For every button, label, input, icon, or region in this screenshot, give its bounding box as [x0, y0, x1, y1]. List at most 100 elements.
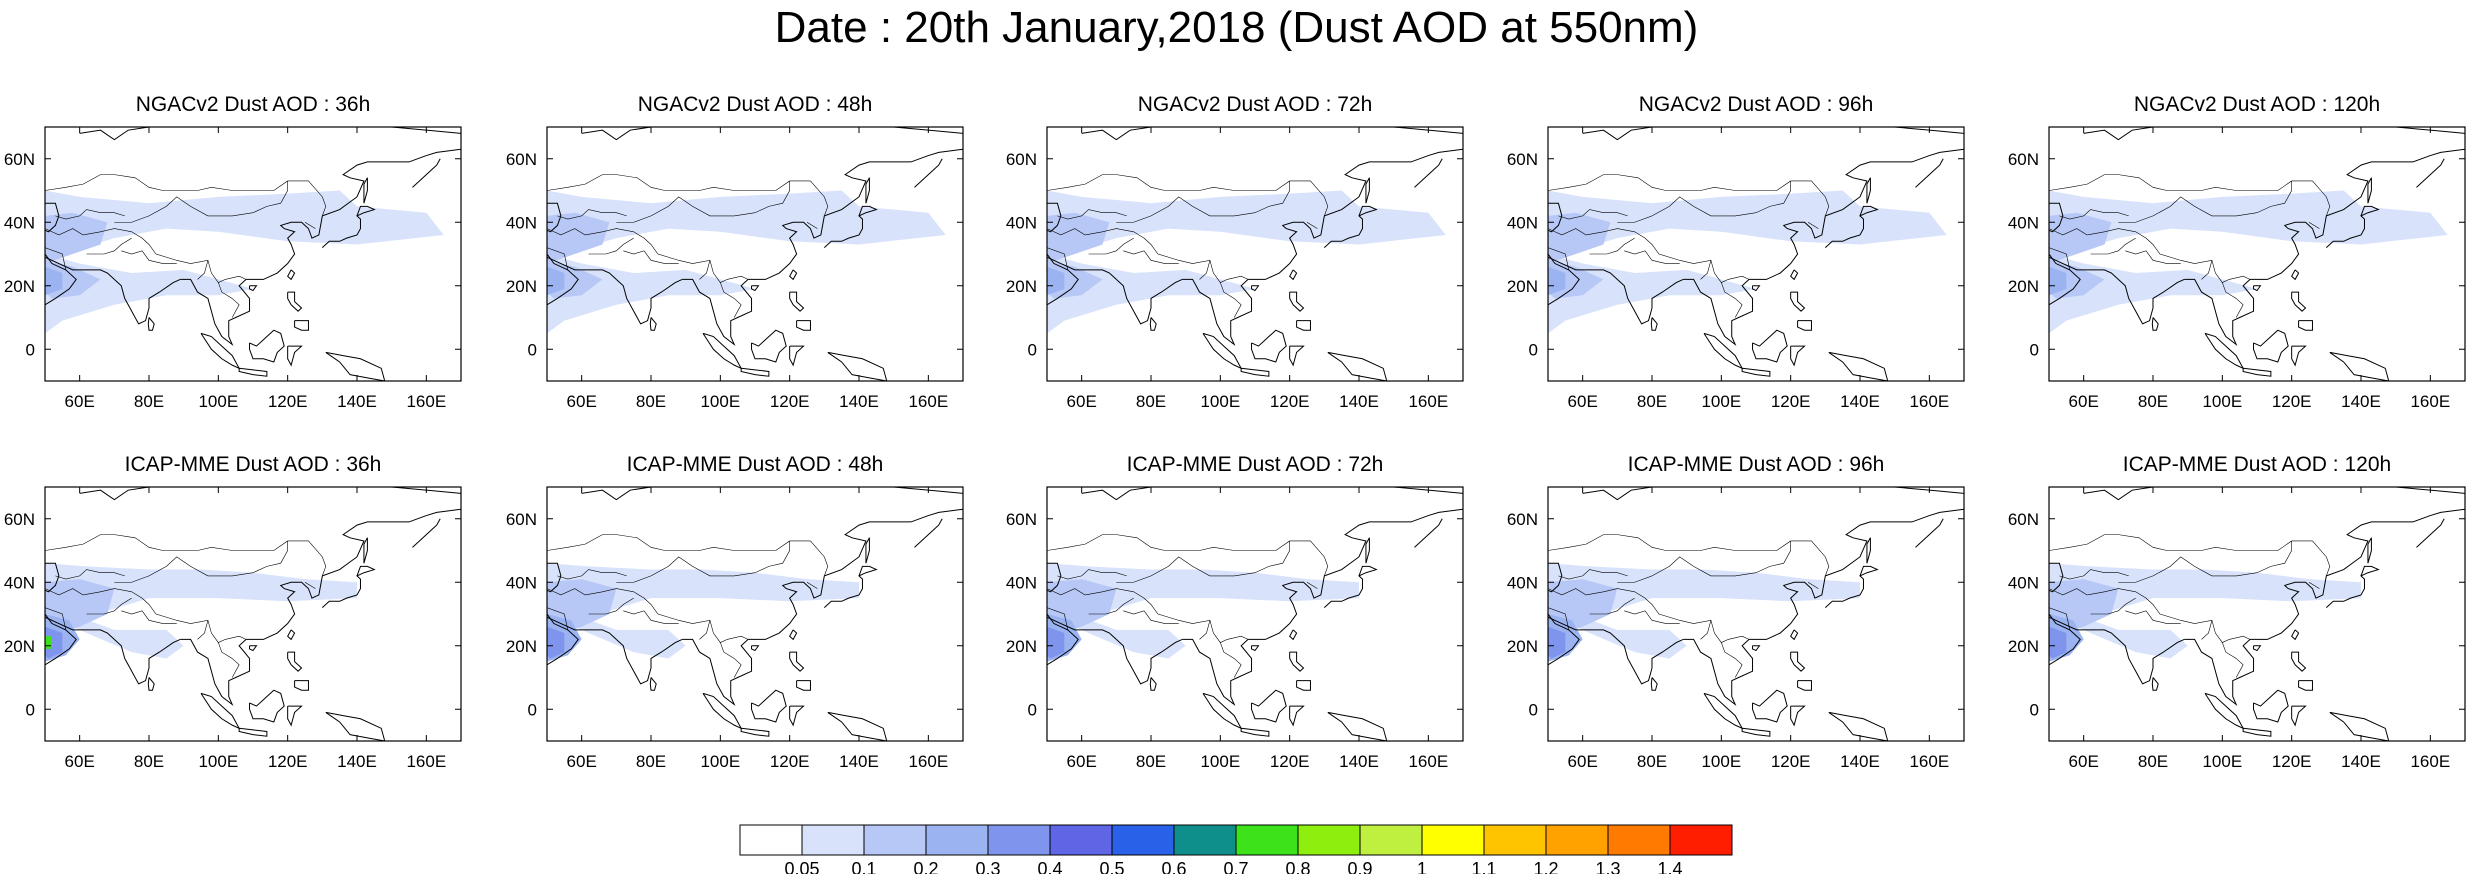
- x-tick-label: 160E: [908, 752, 948, 771]
- country-border: [1047, 174, 1329, 217]
- country-border: [623, 250, 679, 264]
- country-border: [557, 569, 627, 580]
- coastline: [1047, 256, 1117, 280]
- island-outline: [2253, 645, 2262, 652]
- map-plot: 60E 80E 100E 120E 140E 160E 60N 40N 20N 0: [1507, 126, 1965, 411]
- coastline: [1683, 638, 1754, 707]
- map-plot: 60E 80E 100E 120E 140E 160E 60N 40N 20N 0: [1006, 126, 1464, 411]
- x-tick-label: 160E: [1909, 752, 1949, 771]
- y-tick-label: 60N: [506, 150, 537, 169]
- y-tick-label: 20N: [1006, 637, 1037, 656]
- country-border: [304, 221, 316, 229]
- coastline: [2083, 487, 2465, 501]
- y-tick-label: 40N: [2008, 573, 2039, 592]
- country-border: [2201, 260, 2213, 280]
- island-outline: [2298, 320, 2313, 331]
- country-border: [1057, 569, 1127, 580]
- x-tick-label: 140E: [839, 392, 879, 411]
- country-border: [2049, 174, 2331, 217]
- dust-aod-field: [2049, 626, 2067, 659]
- island-outline: [1251, 645, 1260, 652]
- country-border: [304, 581, 316, 589]
- colorbar-swatch: [863, 824, 927, 856]
- island-outline: [1240, 727, 1270, 737]
- dust-aod-field: [45, 626, 63, 659]
- coastline: [1582, 487, 1964, 501]
- island-outline: [294, 680, 309, 691]
- country-border: [720, 642, 742, 678]
- map-frame: [546, 486, 964, 742]
- colorbar-swatch: [1359, 824, 1423, 856]
- country-border: [806, 581, 818, 589]
- dust-aod-field: [1548, 254, 1756, 334]
- x-tick-label: 160E: [2410, 392, 2450, 411]
- island-outline: [1790, 269, 1799, 281]
- island-outline: [363, 177, 368, 204]
- x-tick-label: 120E: [2272, 392, 2312, 411]
- island-outline: [789, 269, 798, 281]
- country-border: [197, 260, 209, 280]
- country-border: [1220, 642, 1242, 678]
- dust-aod-field: [547, 212, 610, 264]
- x-tick-label: 120E: [1771, 752, 1811, 771]
- island-outline: [823, 205, 878, 249]
- y-tick-label: 60N: [1006, 150, 1037, 169]
- dust-aod-field: [547, 626, 565, 659]
- country-border: [45, 174, 327, 217]
- y-tick-label: 0: [528, 340, 537, 359]
- x-tick-label: 120E: [268, 752, 308, 771]
- island-outline: [789, 291, 805, 312]
- country-border: [121, 250, 177, 264]
- y-tick-label: 0: [2030, 700, 2039, 719]
- coastline: [1548, 562, 1563, 593]
- country-border: [1807, 581, 1819, 589]
- coastline: [2083, 127, 2465, 141]
- map-plot: 60E 80E 100E 120E 140E 160E 60N 40N 20N 0: [2008, 486, 2466, 771]
- colorbar-label: 0.3: [975, 859, 1000, 874]
- island-outline: [1797, 680, 1812, 691]
- y-tick-label: 0: [1028, 340, 1037, 359]
- coastline: [79, 127, 461, 141]
- x-tick-label: 140E: [2341, 752, 2381, 771]
- x-tick-label: 140E: [2341, 392, 2381, 411]
- x-tick-label: 60E: [1067, 752, 1097, 771]
- coastline: [682, 638, 753, 707]
- x-tick-label: 80E: [1637, 752, 1667, 771]
- island-outline: [865, 537, 870, 564]
- coastline: [682, 278, 753, 347]
- x-tick-label: 60E: [2069, 752, 2099, 771]
- map-frame: [2048, 126, 2466, 382]
- island-outline: [2204, 332, 2245, 370]
- country-border: [1548, 174, 1830, 217]
- x-tick-label: 160E: [1408, 392, 1448, 411]
- island-outline: [789, 345, 805, 367]
- map-panel-ngac-48: NGACv2 Dust AOD : 48h 60E 80E 100E 120E 140E 1…: [492, 92, 1018, 422]
- map-plot: 60E 80E 100E 120E 140E 160E 60N 40N 20N 0: [2008, 126, 2466, 411]
- island-outline: [147, 677, 155, 691]
- colorbar-swatch: [1483, 824, 1547, 856]
- dust-aod-field: [1548, 266, 1566, 296]
- map-panel-icap-36: ICAP-MME Dust AOD : 36h 60E 80E 100E 120E 140…: [0, 452, 516, 782]
- country-border: [2118, 540, 2292, 583]
- colorbar-swatch: [1669, 824, 1733, 856]
- panel-title: ICAP-MME Dust AOD : 96h: [1627, 453, 1885, 476]
- country-border: [55, 569, 125, 580]
- map-plot: 60E 80E 100E 120E 140E 160E 60N 40N 20N 0: [506, 126, 964, 411]
- island-outline: [2325, 565, 2380, 609]
- island-outline: [2204, 692, 2245, 730]
- country-border: [547, 607, 569, 630]
- colorbar-label: 0.6: [1161, 859, 1186, 874]
- colorbar-swatch: [1235, 824, 1299, 856]
- coastline: [1616, 638, 1684, 685]
- coastline: [1047, 616, 1117, 640]
- map-plot: 60E 80E 100E 120E 140E 160E 60N 40N 20N 0: [4, 126, 462, 411]
- colorbar-swatch: [987, 824, 1051, 856]
- dust-aod-field: [45, 254, 253, 334]
- x-tick-label: 160E: [908, 392, 948, 411]
- island-outline: [751, 689, 787, 723]
- island-outline: [2329, 711, 2390, 741]
- island-outline: [1741, 367, 1771, 377]
- x-tick-label: 80E: [636, 392, 666, 411]
- country-border: [623, 610, 679, 624]
- island-outline: [751, 329, 787, 363]
